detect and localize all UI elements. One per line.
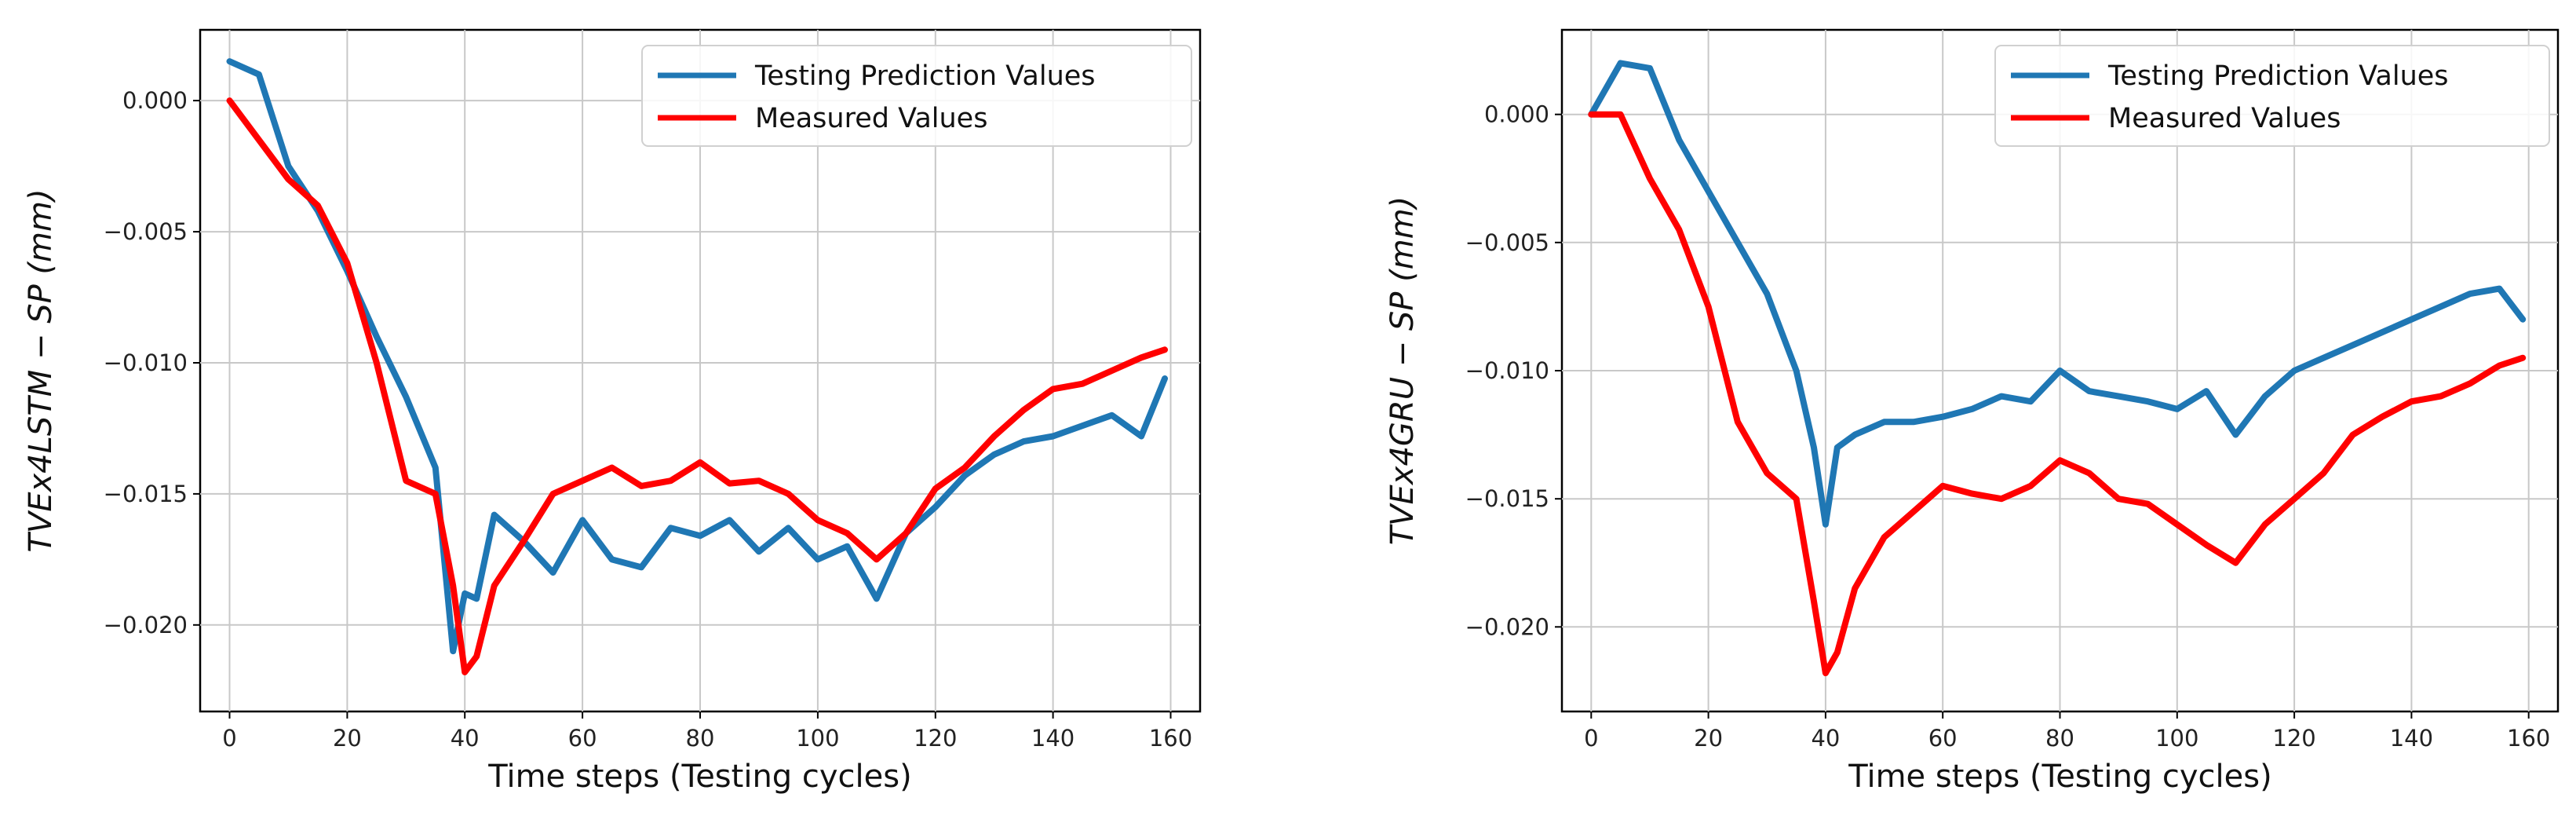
gru-y-tick-label: 0.000	[1484, 101, 1549, 128]
lstm-x-tick-label: 60	[568, 725, 597, 752]
gru-x-tick-label: 0	[1584, 725, 1598, 752]
lstm-legend: Testing Prediction Values Measured Value…	[641, 45, 1192, 147]
gru-legend-label-measured: Measured Values	[2108, 103, 2341, 134]
lstm-chart: 0 20 40 60 80 100 120 140 160 0.000 −0.005 −0.010 −0…	[23, 28, 1202, 795]
gru-legend-label-prediction: Testing Prediction Values	[2107, 60, 2449, 92]
lstm-ticks: 0 20 40 60 80 100 120 140 160 0.000 −0.005 −0.010 −0…	[104, 87, 1193, 752]
gru-y-tick-label: −0.005	[1465, 229, 1549, 256]
lstm-x-tick-label: 20	[333, 725, 362, 752]
gru-ticks: 0 20 40 60 80 100 120 140 160 0.000 −0.005 −0.010 −0…	[1465, 101, 2551, 752]
gru-x-axis-label: Time steps (Testing cycles)	[1848, 759, 2271, 795]
lstm-x-tick-label: 0	[222, 725, 236, 752]
lstm-y-tick-label: −0.005	[104, 218, 188, 245]
gru-measured-line	[1588, 111, 2527, 677]
gru-y-tick-label: −0.020	[1465, 613, 1549, 640]
gru-y-tick-label: −0.015	[1465, 485, 1549, 512]
lstm-legend-label-measured: Measured Values	[755, 103, 987, 134]
lstm-x-tick-label: 40	[451, 725, 480, 752]
lstm-measured-line	[226, 97, 1168, 675]
gru-x-tick-label: 140	[2390, 725, 2433, 752]
lstm-legend-box	[641, 45, 1192, 147]
lstm-y-tick-label: −0.015	[104, 481, 188, 507]
gru-prediction-line	[1588, 60, 2527, 528]
lstm-x-tick-label: 160	[1149, 725, 1192, 752]
lstm-x-axis-label: Time steps (Testing cycles)	[487, 759, 911, 795]
gru-x-tick-label: 100	[2155, 725, 2198, 752]
gru-x-tick-label: 80	[2045, 725, 2074, 752]
lstm-x-tick-label: 140	[1031, 725, 1075, 752]
lstm-x-tick-label: 80	[686, 725, 715, 752]
lstm-x-tick-label: 120	[914, 725, 957, 752]
lstm-legend-label-prediction: Testing Prediction Values	[754, 60, 1096, 92]
gru-x-tick-label: 60	[1928, 725, 1958, 752]
lstm-y-axis-label: TVEx4LSTM − SP (mm)	[23, 188, 59, 552]
lstm-y-tick-label: 0.000	[122, 87, 188, 114]
gru-chart: 0 20 40 60 80 100 120 140 160 0.000 −0.005 −0.010 −0…	[1385, 28, 2560, 795]
gru-x-tick-label: 160	[2507, 725, 2550, 752]
gru-y-tick-label: −0.010	[1465, 357, 1549, 384]
gru-legend: Testing Prediction Values Measured Value…	[1994, 45, 2550, 147]
gru-y-axis-label: TVEx4GRU − SP (mm)	[1385, 196, 1421, 546]
gru-legend-box	[1994, 45, 2550, 147]
lstm-y-tick-label: −0.020	[104, 612, 188, 638]
gru-x-tick-label: 40	[1811, 725, 1840, 752]
lstm-y-tick-label: −0.010	[104, 349, 188, 376]
lstm-series	[226, 58, 1168, 675]
lstm-x-tick-label: 100	[796, 725, 839, 752]
gru-x-tick-label: 120	[2272, 725, 2315, 752]
gru-x-tick-label: 20	[1694, 725, 1723, 752]
lstm-prediction-line	[226, 58, 1168, 655]
gru-series	[1588, 60, 2527, 677]
